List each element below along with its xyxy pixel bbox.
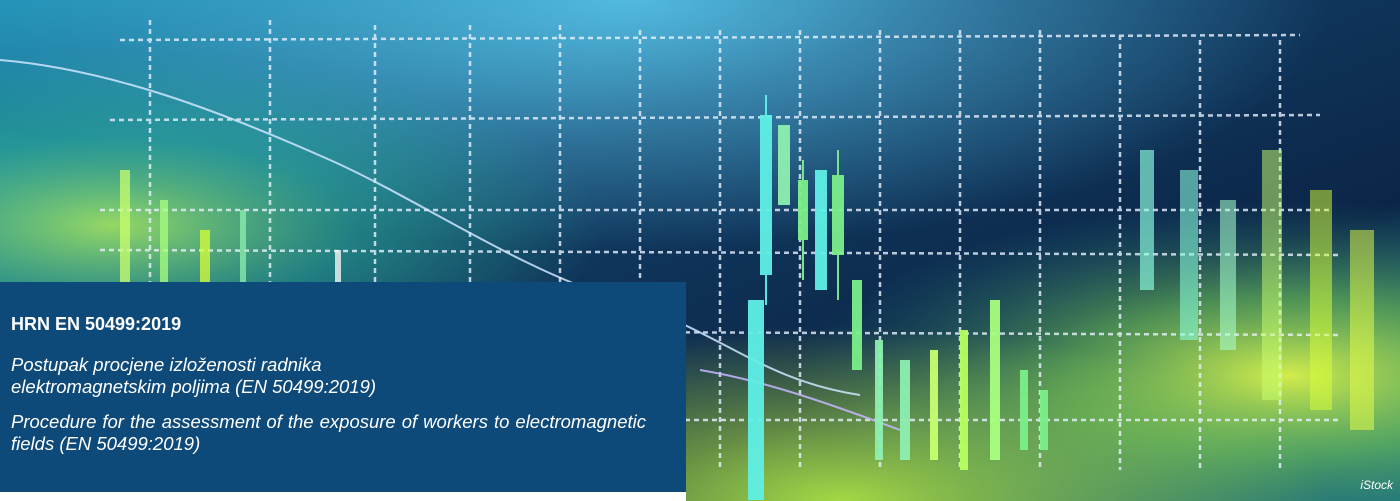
standard-info-panel: HRN EN 50499:2019 Postupak procjene izlo… bbox=[0, 282, 686, 492]
photo-credit: iStock bbox=[1360, 478, 1393, 492]
standard-code: HRN EN 50499:2019 bbox=[11, 314, 182, 334]
title-croatian: Postupak procjene izloženosti radnika el… bbox=[11, 354, 377, 397]
bottom-strip bbox=[0, 492, 686, 501]
trend-lines bbox=[0, 59, 901, 431]
title-english: Procedure for the assessment of the expo… bbox=[11, 411, 646, 454]
left-spikes bbox=[120, 170, 341, 290]
candlesticks bbox=[748, 95, 1374, 500]
